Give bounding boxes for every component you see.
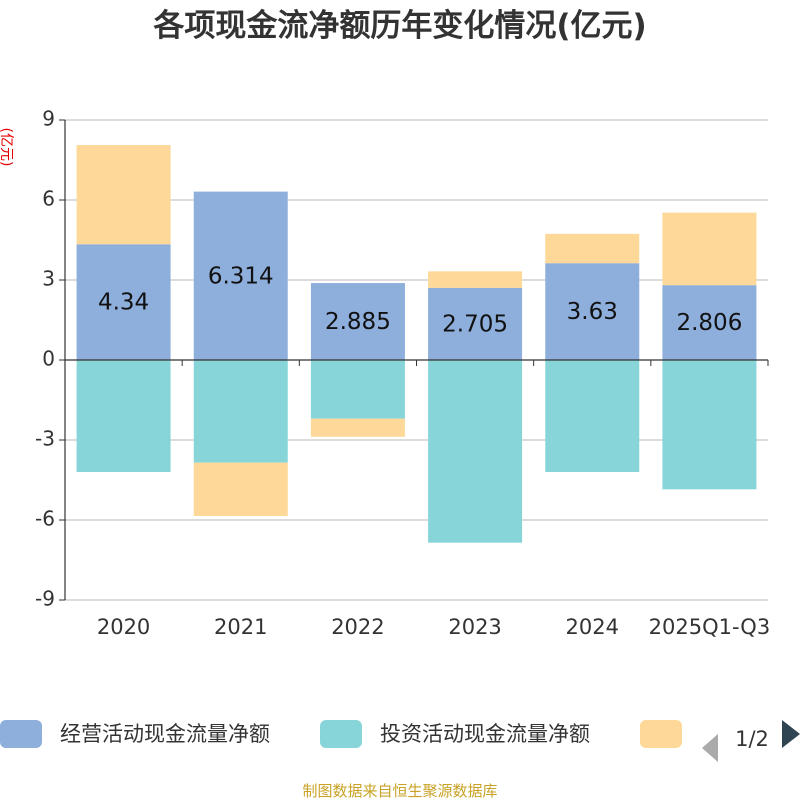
- bar-投资活动现金流量净额[interactable]: [76, 360, 171, 472]
- x-tick-label: 2024: [566, 615, 619, 639]
- data-labels: 4.34 6.314 2.885 2.705 3.63 2.806: [98, 263, 742, 337]
- data-label: 2.885: [325, 309, 391, 335]
- bar-经营活动现金流量净额[interactable]: [428, 287, 523, 360]
- data-label: 6.314: [208, 263, 274, 289]
- bars: [76, 145, 757, 543]
- bar-经营活动现金流量净额[interactable]: [662, 285, 757, 360]
- bar-series-3[interactable]: [310, 418, 405, 437]
- data-label: 2.806: [676, 310, 742, 336]
- bar-投资活动现金流量净额[interactable]: [428, 360, 523, 543]
- bar-series-3[interactable]: [193, 462, 288, 516]
- data-label: 3.63: [567, 299, 618, 325]
- y-tick-label: 6: [42, 187, 55, 211]
- y-tick-label: 3: [42, 267, 55, 291]
- x-tick-label: 2025Q1-Q3: [649, 615, 771, 639]
- x-tick-label: 2020: [97, 615, 150, 639]
- bar-投资活动现金流量净额[interactable]: [193, 360, 288, 463]
- legend-pager[interactable]: 1/2: [702, 720, 800, 762]
- legend-swatch[interactable]: [320, 720, 362, 748]
- pager-next-icon[interactable]: [782, 720, 800, 748]
- bar-投资活动现金流量净额[interactable]: [310, 360, 405, 419]
- legend-swatch[interactable]: [640, 720, 682, 748]
- data-label: 4.34: [98, 290, 149, 316]
- bar-投资活动现金流量净额[interactable]: [662, 360, 757, 490]
- bar-投资活动现金流量净额[interactable]: [545, 360, 640, 472]
- x-tick-label: 2021: [214, 615, 267, 639]
- legend-label[interactable]: 经营活动现金流量净额: [60, 722, 270, 746]
- y-tick-label: -9: [35, 587, 55, 611]
- y-tick-label: -3: [35, 427, 55, 451]
- axes: [59, 119, 769, 601]
- legend-swatch[interactable]: [0, 720, 42, 748]
- x-tick-label: 2023: [448, 615, 501, 639]
- bar-series-3[interactable]: [545, 233, 640, 264]
- y-tick-label: -6: [35, 507, 55, 531]
- bar-经营活动现金流量净额[interactable]: [310, 283, 405, 360]
- bar-经营活动现金流量净额[interactable]: [76, 244, 171, 360]
- legend: 经营活动现金流量净额 投资活动现金流量净额: [0, 720, 682, 748]
- legend-label[interactable]: 投资活动现金流量净额: [380, 722, 590, 746]
- chart-title: 各项现金流净额历年变化情况(亿元): [152, 8, 646, 44]
- y-ticks: 9 6 3 0 -3 -6 -9: [35, 107, 55, 611]
- bar-经营活动现金流量净额[interactable]: [193, 191, 288, 360]
- y-tick-label: 0: [42, 347, 55, 371]
- bar-series-3[interactable]: [76, 145, 171, 245]
- bar-series-3[interactable]: [428, 271, 523, 288]
- x-tick-label: 2022: [331, 615, 384, 639]
- y-axis-label: (亿元): [0, 128, 14, 167]
- x-ticks: 2020 2021 2022 2023 2024 2025Q1-Q3: [97, 615, 770, 639]
- bar-series-3[interactable]: [662, 212, 757, 286]
- pager-prev-icon[interactable]: [702, 734, 718, 762]
- source-note: 制图数据来自恒生聚源数据库: [302, 782, 497, 800]
- data-label: 2.705: [442, 311, 508, 337]
- bar-经营活动现金流量净额[interactable]: [545, 263, 640, 360]
- y-tick-label: 9: [42, 107, 55, 131]
- gridlines: [65, 119, 768, 601]
- pager-page-text: 1/2: [735, 727, 769, 751]
